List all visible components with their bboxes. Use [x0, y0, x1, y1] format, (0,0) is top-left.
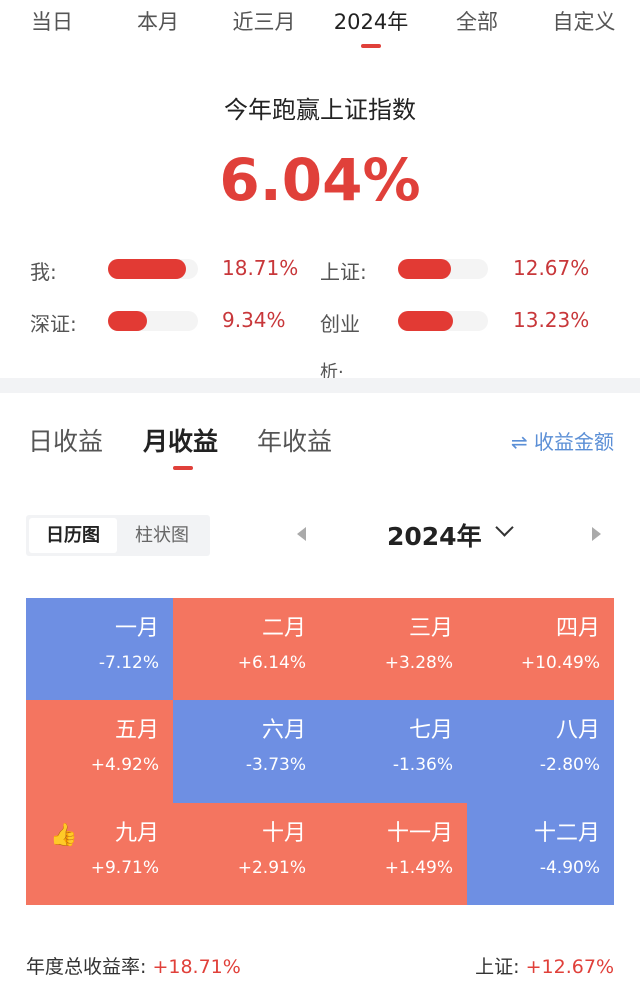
- month-name: 四月: [555, 616, 600, 641]
- month-cell[interactable]: 三月 +3.28%: [320, 598, 467, 701]
- tab-monthly-returns[interactable]: 月收益: [143, 427, 219, 456]
- tab-custom[interactable]: 自定义: [552, 10, 616, 34]
- month-return: -1.36%: [392, 755, 453, 776]
- switch-amount-button[interactable]: ⇌ 收益金额: [510, 430, 614, 454]
- month-cell[interactable]: 二月 +6.14%: [173, 598, 320, 701]
- tab-yearly-returns[interactable]: 年收益: [257, 427, 333, 456]
- year-selector[interactable]: 2024年: [387, 522, 482, 551]
- annual-total-value: +18.71%: [152, 956, 241, 978]
- annual-total: 年度总收益率: +18.71%: [26, 952, 241, 979]
- index-total-label: 上证:: [475, 956, 520, 978]
- benchmark-label-shanghai: 上证:: [320, 260, 367, 284]
- benchmark-label-shenzhen: 深证:: [30, 312, 77, 336]
- month-name: 十一月: [386, 820, 453, 846]
- month-return: -3.73%: [245, 755, 306, 776]
- annual-total-label: 年度总收益率:: [26, 956, 147, 978]
- bar-fill: [398, 259, 452, 279]
- tab-this-month[interactable]: 本月: [137, 10, 179, 34]
- next-year-icon[interactable]: [592, 527, 601, 541]
- section-divider: [0, 378, 640, 393]
- bar-fill: [108, 259, 187, 279]
- month-name: 十二月: [533, 820, 600, 846]
- month-cell[interactable]: 十月 +2.91%: [173, 802, 320, 906]
- month-cell[interactable]: 五月 +4.92%: [26, 700, 173, 803]
- active-tab-indicator: [361, 44, 381, 48]
- month-cell[interactable]: 四月 +10.49%: [467, 598, 614, 701]
- month-name: 六月: [261, 718, 306, 744]
- index-total-value: +12.67%: [525, 956, 614, 978]
- bar-fill: [108, 311, 148, 331]
- benchmark-value-me: 18.71%: [222, 256, 299, 280]
- month-return: +4.92%: [90, 755, 159, 776]
- month-return: -4.90%: [539, 857, 600, 878]
- tab-2024[interactable]: 2024年: [333, 10, 409, 34]
- month-name: 一月: [114, 616, 159, 641]
- tab-all[interactable]: 全部: [456, 10, 498, 34]
- index-total: 上证: +12.67%: [475, 952, 614, 979]
- monthly-returns-calendar: 一月 -7.12% 二月 +6.14% 三月 +3.28% 四月 +10.49% 五月 +4.92…: [26, 598, 614, 906]
- month-cell[interactable]: 十二月 -4.90%: [467, 802, 614, 906]
- month-cell[interactable]: 九月 +9.71% 👍: [26, 802, 173, 906]
- benchmark-bar-chinext: [398, 311, 488, 331]
- benchmark-value-chinext: 13.23%: [513, 308, 590, 332]
- tab-today[interactable]: 当日: [31, 10, 73, 34]
- month-return: +1.49%: [384, 857, 453, 878]
- benchmark-value-shanghai: 12.67%: [513, 256, 590, 280]
- benchmark-value-shenzhen: 9.34%: [222, 308, 286, 332]
- view-toggle: 日历图 柱状图: [26, 515, 210, 556]
- month-cell[interactable]: 一月 -7.12%: [26, 598, 173, 701]
- tab-three-months[interactable]: 近三月: [232, 10, 296, 34]
- month-return: +3.28%: [384, 653, 453, 673]
- benchmark-bar-shanghai: [398, 259, 488, 279]
- month-name: 二月: [261, 616, 306, 641]
- month-name: 八月: [555, 718, 600, 744]
- excess-return: 6.04%: [219, 146, 421, 214]
- benchmark-bar-me: [108, 259, 198, 279]
- tab-daily-returns[interactable]: 日收益: [28, 427, 104, 456]
- month-cell[interactable]: 六月 -3.73%: [173, 700, 320, 803]
- chevron-down-icon[interactable]: [495, 518, 514, 537]
- bar-view-button[interactable]: 柱状图: [135, 525, 189, 546]
- active-period-indicator: [173, 466, 193, 470]
- month-name: 七月: [408, 718, 453, 744]
- benchmark-label-me: 我:: [30, 260, 57, 284]
- month-return: -7.12%: [98, 653, 159, 673]
- month-name: 十月: [261, 820, 306, 846]
- summary-title: 今年跑赢上证指数: [224, 96, 416, 124]
- calendar-view-button[interactable]: 日历图: [29, 518, 117, 553]
- benchmark-bar-shenzhen: [108, 311, 198, 331]
- prev-year-icon[interactable]: [297, 527, 306, 541]
- month-name: 三月: [408, 616, 453, 641]
- month-name: 九月: [114, 820, 159, 846]
- month-return: +6.14%: [237, 653, 306, 673]
- month-cell[interactable]: 十一月 +1.49%: [320, 802, 467, 906]
- thumbs-up-icon: 👍: [50, 822, 78, 848]
- month-cell[interactable]: 八月 -2.80%: [467, 700, 614, 803]
- month-name: 五月: [114, 718, 159, 744]
- bar-fill: [398, 311, 454, 331]
- month-return: +2.91%: [237, 857, 306, 878]
- month-return: -2.80%: [539, 755, 600, 776]
- month-cell[interactable]: 七月 -1.36%: [320, 700, 467, 803]
- benchmark-label-chinext: 创业: [320, 312, 360, 336]
- month-return: +10.49%: [520, 653, 600, 673]
- truncated-text: 析·: [320, 362, 344, 378]
- month-return: +9.71%: [90, 857, 159, 878]
